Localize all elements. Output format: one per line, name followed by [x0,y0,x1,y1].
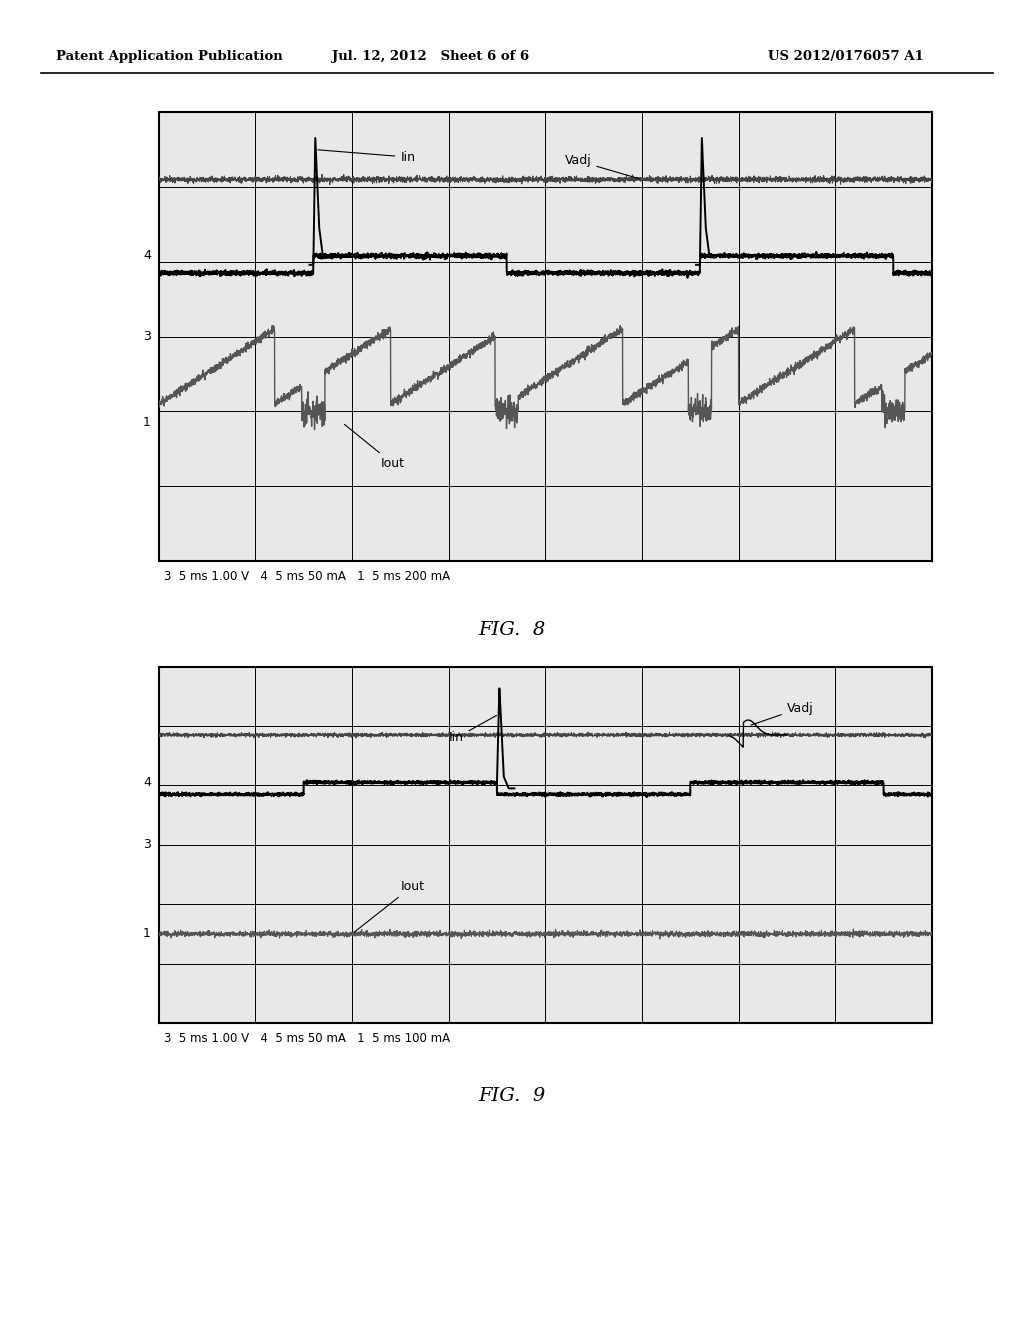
Text: FIG.  9: FIG. 9 [478,1086,546,1105]
Text: 3  5 ms 1.00 V   4  5 ms 50 mA   1  5 ms 200 mA: 3 5 ms 1.00 V 4 5 ms 50 mA 1 5 ms 200 mA [164,570,450,583]
Text: Iin: Iin [318,150,416,164]
Text: Iout: Iout [344,424,404,470]
Text: 4: 4 [143,249,151,263]
Text: Iin: Iin [449,715,497,744]
Text: Vadj: Vadj [751,702,814,725]
Text: Patent Application Publication: Patent Application Publication [56,50,283,63]
Text: 4: 4 [143,776,151,789]
Text: Jul. 12, 2012   Sheet 6 of 6: Jul. 12, 2012 Sheet 6 of 6 [332,50,528,63]
Text: 3: 3 [143,838,151,851]
Text: FIG.  8: FIG. 8 [478,620,546,639]
Text: 1: 1 [143,928,151,940]
Text: US 2012/0176057 A1: US 2012/0176057 A1 [768,50,924,63]
Text: 3: 3 [143,330,151,343]
Text: 3  5 ms 1.00 V   4  5 ms 50 mA   1  5 ms 100 mA: 3 5 ms 1.00 V 4 5 ms 50 mA 1 5 ms 100 mA [164,1032,450,1045]
Text: Iout: Iout [354,880,424,932]
Text: 1: 1 [143,416,151,429]
Text: Vadj: Vadj [564,154,639,178]
